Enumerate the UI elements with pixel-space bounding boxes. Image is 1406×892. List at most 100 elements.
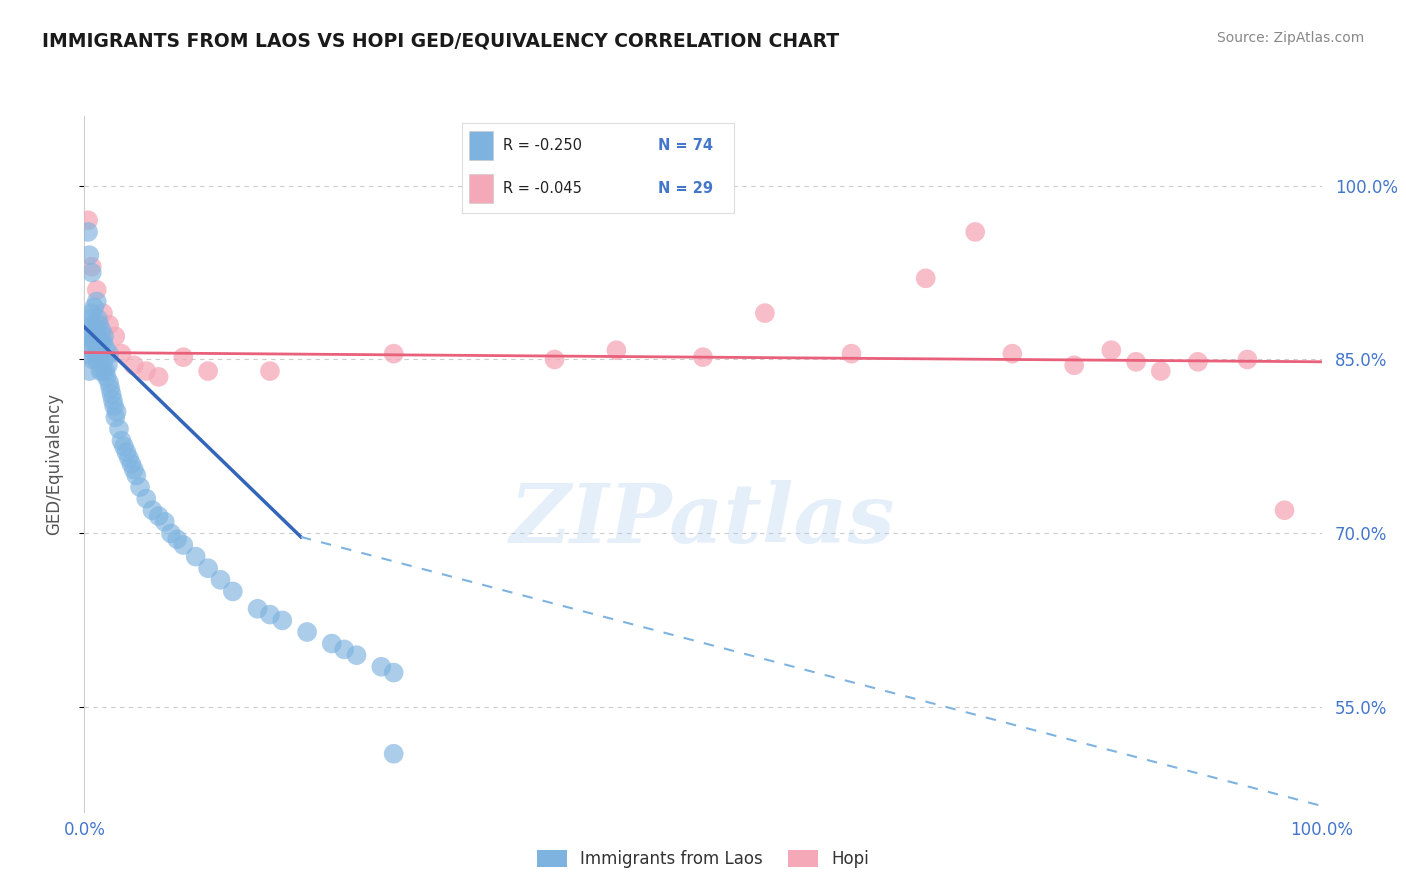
Point — [79, 312, 101, 326]
Point — [93, 329, 115, 343]
Point — [86, 329, 108, 343]
Point — [89, 335, 111, 350]
Point — [841, 347, 863, 361]
Point — [153, 515, 176, 529]
Legend: Immigrants from Laos, Hopi: Immigrants from Laos, Hopi — [530, 843, 876, 875]
Point — [94, 341, 117, 355]
Point — [86, 283, 108, 297]
Point — [346, 648, 368, 663]
Point — [91, 335, 114, 350]
Text: Source: ZipAtlas.com: Source: ZipAtlas.com — [1216, 31, 1364, 45]
Y-axis label: GED/Equivalency: GED/Equivalency — [45, 392, 63, 535]
Point — [110, 347, 132, 361]
Point — [197, 561, 219, 575]
Point — [112, 440, 135, 454]
Point — [135, 364, 157, 378]
Point — [80, 306, 103, 320]
Point — [100, 387, 122, 401]
Point — [89, 347, 111, 361]
Point — [543, 352, 565, 367]
Point — [382, 665, 405, 680]
Point — [295, 625, 318, 640]
Point — [77, 225, 100, 239]
Point — [148, 370, 170, 384]
Point — [104, 329, 127, 343]
Point — [76, 329, 98, 343]
Point — [84, 324, 107, 338]
Point — [86, 352, 108, 367]
Point — [115, 445, 138, 459]
Point — [1125, 355, 1147, 369]
Point — [382, 747, 405, 761]
Point — [120, 457, 142, 471]
Point — [110, 434, 132, 448]
Point — [98, 347, 121, 361]
Point — [98, 318, 121, 332]
Point — [160, 526, 183, 541]
Point — [83, 301, 105, 315]
Point — [96, 370, 118, 384]
Point — [83, 335, 105, 350]
Point — [692, 350, 714, 364]
Point — [1099, 343, 1122, 358]
Point — [79, 248, 101, 262]
Point — [271, 614, 294, 628]
Point — [101, 393, 124, 408]
Point — [172, 350, 194, 364]
Point — [172, 538, 194, 552]
Point — [98, 376, 121, 390]
Point — [90, 324, 112, 338]
Point — [605, 343, 627, 358]
Point — [98, 382, 121, 396]
Point — [122, 462, 145, 476]
Point — [1274, 503, 1296, 517]
Point — [321, 637, 343, 651]
Point — [370, 660, 392, 674]
Point — [129, 480, 152, 494]
Point — [104, 410, 127, 425]
Point — [125, 468, 148, 483]
Point — [80, 260, 103, 274]
Point — [82, 352, 104, 367]
Point — [118, 451, 141, 466]
Point — [105, 405, 128, 419]
Point — [1187, 355, 1209, 369]
Point — [103, 399, 125, 413]
Point — [82, 318, 104, 332]
Point — [1236, 352, 1258, 367]
Point — [914, 271, 936, 285]
Point — [79, 341, 101, 355]
Point — [965, 225, 987, 239]
Point — [89, 364, 111, 378]
Point — [148, 508, 170, 523]
Point — [89, 318, 111, 332]
Point — [382, 347, 405, 361]
Point — [259, 607, 281, 622]
Point — [87, 312, 110, 326]
Point — [333, 642, 356, 657]
Point — [108, 422, 131, 436]
Point — [166, 532, 188, 546]
Point — [87, 341, 110, 355]
Point — [93, 352, 115, 367]
Point — [80, 329, 103, 343]
Point — [84, 347, 107, 361]
Point — [135, 491, 157, 506]
Point — [86, 294, 108, 309]
Point — [80, 266, 103, 280]
Text: ZIPatlas: ZIPatlas — [510, 480, 896, 559]
Point — [209, 573, 232, 587]
Point — [1001, 347, 1024, 361]
Point — [122, 359, 145, 373]
Point — [91, 364, 114, 378]
Point — [77, 347, 100, 361]
Point — [90, 347, 112, 361]
Point — [94, 364, 117, 378]
Point — [91, 306, 114, 320]
Point — [141, 503, 163, 517]
Point — [97, 359, 120, 373]
Point — [222, 584, 245, 599]
Point — [79, 364, 101, 378]
Point — [754, 306, 776, 320]
Point — [197, 364, 219, 378]
